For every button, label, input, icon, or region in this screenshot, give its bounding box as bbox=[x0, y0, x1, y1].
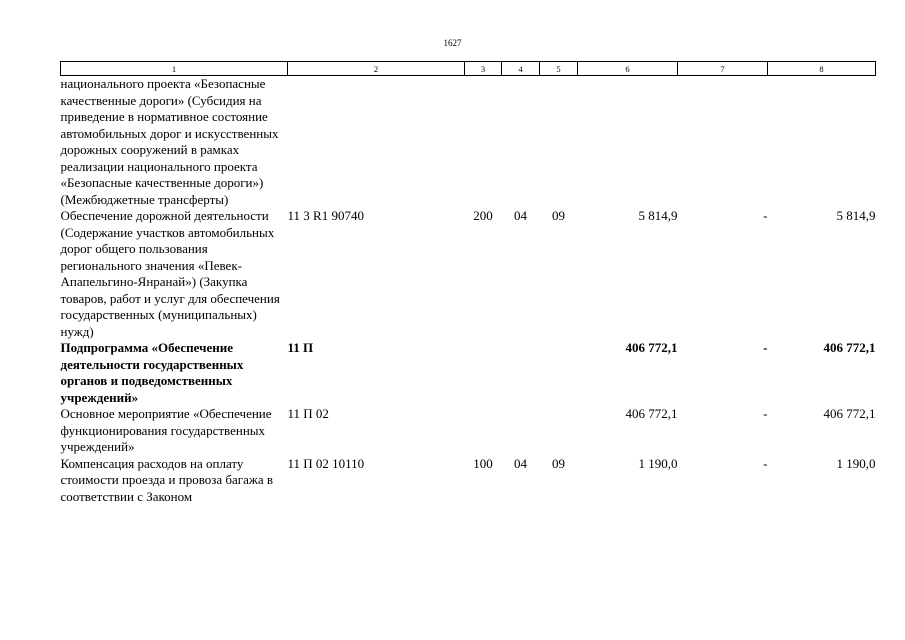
table-row: Подпрограмма «Обеспечение деятельности г… bbox=[61, 340, 876, 406]
row-code-cell: 11 П 02 bbox=[287, 406, 329, 421]
row-col7-cell: - bbox=[763, 406, 768, 421]
row-col3-cell bbox=[465, 340, 502, 406]
row-code-cell: 11 П 02 10110 bbox=[287, 455, 365, 471]
row-name-cell: Обеспечение дорожной деятельности (Содер… bbox=[60, 208, 280, 339]
table-row: Компенсация расходов на оплату стоимости… bbox=[61, 456, 876, 506]
row-name-cell: национального проекта «Безопасные качест… bbox=[60, 76, 279, 207]
row-col6-cell: 5 814,9 bbox=[638, 208, 678, 223]
row-col6-cell: 1 190,0 bbox=[638, 455, 678, 471]
table-header: 1 2 3 4 5 6 7 8 bbox=[60, 61, 876, 76]
row-col4-cell bbox=[502, 406, 540, 456]
header-row: 1 2 3 4 5 6 7 8 bbox=[60, 61, 876, 76]
row-col8-cell: 1 190,0 bbox=[836, 455, 876, 471]
header-col-8: 8 bbox=[767, 61, 876, 76]
header-col-5: 5 bbox=[539, 61, 578, 76]
table-row: национального проекта «Безопасные качест… bbox=[61, 76, 876, 209]
header-col-4: 4 bbox=[501, 61, 540, 76]
row-col7-cell: - bbox=[763, 208, 768, 223]
row-col6-cell: 406 772,1 bbox=[625, 406, 678, 421]
header-col-1: 1 bbox=[60, 61, 288, 76]
row-name-cell: Компенсация расходов на оплату стоимости… bbox=[60, 455, 274, 504]
row-col4-cell: 04 bbox=[514, 455, 527, 471]
row-col4-cell: 04 bbox=[514, 208, 527, 223]
table-body: национального проекта «Безопасные качест… bbox=[61, 76, 876, 506]
page-number: 1627 bbox=[443, 38, 462, 48]
row-col7-cell: - bbox=[763, 455, 768, 471]
row-col5-cell bbox=[540, 76, 578, 209]
row-col7-cell bbox=[678, 76, 768, 209]
row-col3-cell: 200 bbox=[473, 208, 493, 223]
row-col5-cell bbox=[540, 340, 578, 406]
budget-table: 1 2 3 4 5 6 7 8 национального проекта «Б… bbox=[60, 61, 876, 505]
row-col3-cell: 100 bbox=[473, 455, 493, 471]
row-col6-cell: 406 772,1 bbox=[625, 340, 678, 355]
header-col-2: 2 bbox=[287, 61, 465, 76]
row-name-cell: Подпрограмма «Обеспечение деятельности г… bbox=[60, 340, 244, 405]
row-col7-cell: - bbox=[763, 340, 768, 355]
table-row: Обеспечение дорожной деятельности (Содер… bbox=[61, 208, 876, 340]
row-code-cell bbox=[288, 76, 465, 209]
row-code-cell: 11 П bbox=[287, 340, 314, 355]
row-col8-cell: 406 772,1 bbox=[823, 340, 876, 355]
row-col8-cell bbox=[768, 76, 876, 209]
row-col6-cell bbox=[578, 76, 678, 209]
row-col8-cell: 406 772,1 bbox=[823, 406, 876, 421]
row-name-cell: Основное мероприятие «Обеспечение функци… bbox=[60, 406, 272, 454]
row-col3-cell bbox=[465, 406, 502, 456]
row-col3-cell bbox=[465, 76, 502, 209]
row-col5-cell: 09 bbox=[552, 208, 565, 223]
row-col8-cell: 5 814,9 bbox=[836, 208, 876, 223]
row-col4-cell bbox=[502, 76, 540, 209]
row-col4-cell bbox=[502, 340, 540, 406]
table-row: Основное мероприятие «Обеспечение функци… bbox=[61, 406, 876, 456]
row-col5-cell bbox=[540, 406, 578, 456]
row-code-cell: 11 3 R1 90740 bbox=[287, 208, 364, 223]
header-col-6: 6 bbox=[577, 61, 678, 76]
header-col-7: 7 bbox=[677, 61, 768, 76]
row-col5-cell: 09 bbox=[552, 455, 565, 471]
header-col-3: 3 bbox=[464, 61, 502, 76]
